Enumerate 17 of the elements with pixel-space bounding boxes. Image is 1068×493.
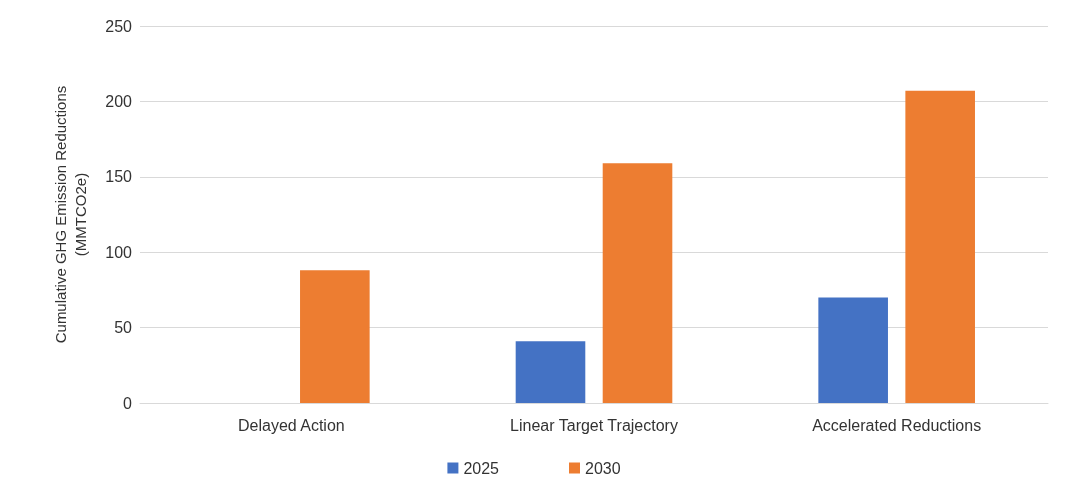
bar <box>602 163 673 403</box>
bar <box>300 270 370 403</box>
y-tick-label: 250 <box>105 17 133 35</box>
x-tick-label: Delayed Action <box>237 416 345 434</box>
y-tick-label: 100 <box>105 243 133 261</box>
legend-label: 2030 <box>585 459 621 477</box>
bar <box>905 90 975 403</box>
x-tick-label: Linear Target Trajectory <box>510 416 678 434</box>
y-axis-title: Cumulative GHG Emission Reductions (MMTCO2e) <box>51 85 89 344</box>
x-tick-label: Accelerated Reductions <box>812 416 982 434</box>
y-tick-label: 50 <box>114 319 133 337</box>
y-tick-label: 200 <box>105 92 133 110</box>
y-tick-label: 150 <box>105 168 133 186</box>
bar <box>515 341 586 403</box>
bar <box>818 297 888 403</box>
y-tick-label: 0 <box>123 394 133 412</box>
legend-label: 2025 <box>463 459 500 477</box>
